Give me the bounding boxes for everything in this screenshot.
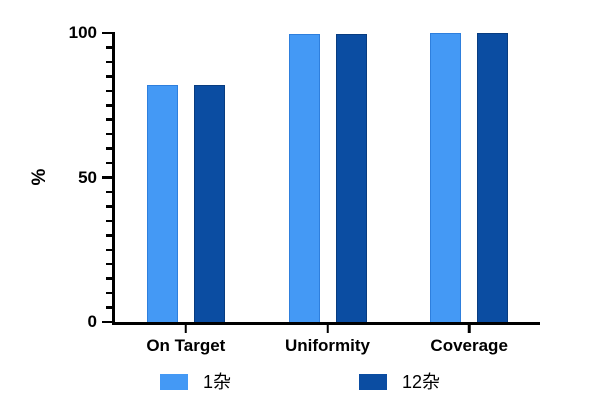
x-axis-tick	[184, 325, 188, 333]
x-axis-category-label: On Target	[146, 336, 226, 355]
legend-swatch	[159, 374, 188, 390]
y-axis-minor-tick	[106, 291, 112, 295]
y-axis-minor-tick	[106, 248, 112, 251]
bar-series-1-cat-2	[288, 34, 320, 322]
y-axis-minor-tick	[106, 118, 112, 121]
legend-item: 1杂	[159, 372, 231, 392]
y-axis-title: %	[29, 168, 50, 186]
legend-swatch	[358, 374, 387, 390]
x-axis-tick	[467, 325, 471, 333]
bar-series-1-cat-3	[430, 33, 462, 322]
y-axis-minor-tick	[106, 89, 112, 93]
y-axis-minor-tick	[106, 161, 112, 165]
y-axis-minor-tick	[106, 190, 112, 194]
y-axis-major-tick	[102, 320, 112, 324]
legend-item: 12杂	[358, 372, 441, 392]
x-axis-line	[112, 322, 540, 325]
y-axis-tick-label: 0	[87, 312, 97, 331]
y-axis-tick-label: 100	[68, 23, 97, 42]
y-axis-minor-tick	[106, 205, 112, 208]
y-axis-minor-tick	[106, 219, 112, 223]
x-axis-category-label: Coverage	[430, 336, 508, 355]
bar-series-2-cat-1	[193, 85, 225, 322]
y-axis-minor-tick	[106, 306, 112, 309]
y-axis-tick-label: 50	[78, 167, 97, 187]
y-axis-minor-tick	[106, 132, 112, 136]
bar-series-2-cat-3	[477, 33, 509, 322]
legend: 1杂 12杂	[0, 369, 600, 395]
y-axis-minor-tick	[106, 147, 112, 150]
y-axis-minor-tick	[106, 104, 112, 107]
plot-area: 0 50 100 On Target Uniformity Coverage	[69, 24, 540, 355]
y-axis-minor-tick	[106, 60, 112, 64]
legend-label: 12杂	[401, 372, 441, 392]
y-axis-minor-tick	[106, 234, 112, 237]
y-axis-minor-tick	[106, 277, 112, 280]
x-axis-category-label: Uniformity	[285, 336, 370, 355]
bar-series-2-cat-2	[335, 34, 367, 322]
y-axis-line	[112, 32, 115, 325]
y-axis-major-tick	[102, 176, 112, 179]
y-axis-minor-tick	[106, 75, 112, 78]
y-axis-major-tick	[102, 31, 112, 35]
y-axis-minor-tick	[106, 46, 112, 49]
y-axis-minor-tick	[106, 262, 112, 266]
x-axis-tick	[326, 325, 329, 333]
legend-label: 1杂	[202, 372, 231, 392]
bar-series-1-cat-1	[146, 85, 178, 322]
